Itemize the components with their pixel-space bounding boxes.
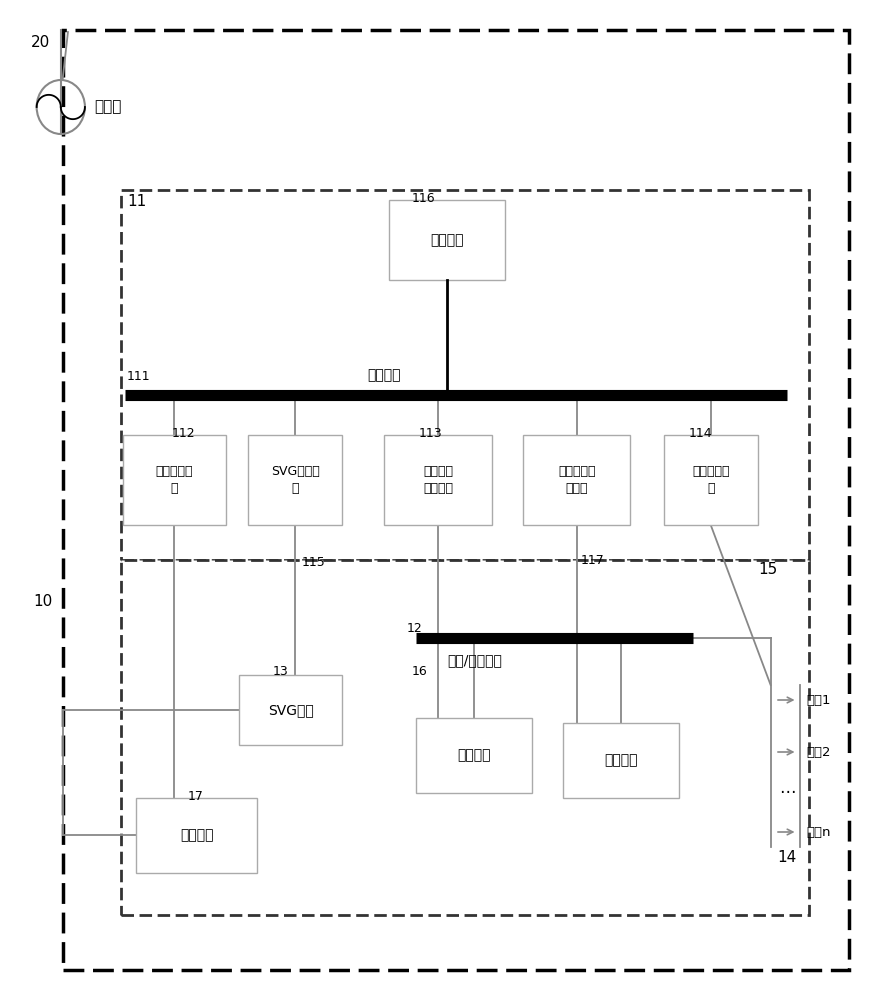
Text: ⋯: ⋯ <box>780 783 796 801</box>
Text: 15: 15 <box>758 562 778 577</box>
Text: 111: 111 <box>127 370 150 383</box>
Text: 20: 20 <box>31 35 51 50</box>
Text: 负载监控模
块: 负载监控模 块 <box>692 465 730 495</box>
Text: SVG设备: SVG设备 <box>267 703 314 717</box>
Bar <box>384 435 492 525</box>
Text: 并网监控模
块: 并网监控模 块 <box>156 465 193 495</box>
Text: 12: 12 <box>407 622 423 635</box>
Text: 113: 113 <box>418 427 442 440</box>
Text: 16: 16 <box>411 665 427 678</box>
Text: 负载2: 负载2 <box>806 746 831 758</box>
Text: 13: 13 <box>273 665 289 678</box>
Bar <box>249 435 342 525</box>
Text: 117: 117 <box>581 554 605 566</box>
Text: 115: 115 <box>301 556 325 568</box>
Text: 并网装置: 并网装置 <box>180 828 214 842</box>
Bar <box>123 435 225 525</box>
Bar <box>63 30 849 970</box>
Bar <box>121 560 809 915</box>
Text: 中控模块: 中控模块 <box>430 233 464 247</box>
Bar <box>121 190 809 560</box>
Bar <box>416 718 532 792</box>
Text: 通信总线: 通信总线 <box>367 368 401 382</box>
Text: 发电装置: 发电装置 <box>457 748 491 762</box>
Text: 大电网: 大电网 <box>94 100 122 114</box>
Bar <box>240 675 342 745</box>
Text: 储能装置: 储能装置 <box>604 753 638 767</box>
Text: 17: 17 <box>188 790 204 803</box>
Text: 发电装置
监控模块: 发电装置 监控模块 <box>423 465 453 495</box>
Text: 负载1: 负载1 <box>806 694 831 706</box>
Text: 14: 14 <box>778 850 797 865</box>
Bar <box>663 435 758 525</box>
Text: 11: 11 <box>127 194 147 209</box>
Text: 负载n: 负载n <box>806 826 831 838</box>
Text: SVG监控模
块: SVG监控模 块 <box>271 465 319 495</box>
Text: 114: 114 <box>688 427 712 440</box>
Bar <box>136 798 257 872</box>
Text: 116: 116 <box>411 192 434 205</box>
Text: 112: 112 <box>172 427 195 440</box>
Bar <box>563 722 679 798</box>
Bar <box>523 435 630 525</box>
Text: 直流/交流母线: 直流/交流母线 <box>447 653 502 667</box>
Text: 10: 10 <box>33 594 53 609</box>
Text: 储能装置监
控模块: 储能装置监 控模块 <box>558 465 595 495</box>
Bar <box>389 200 505 280</box>
